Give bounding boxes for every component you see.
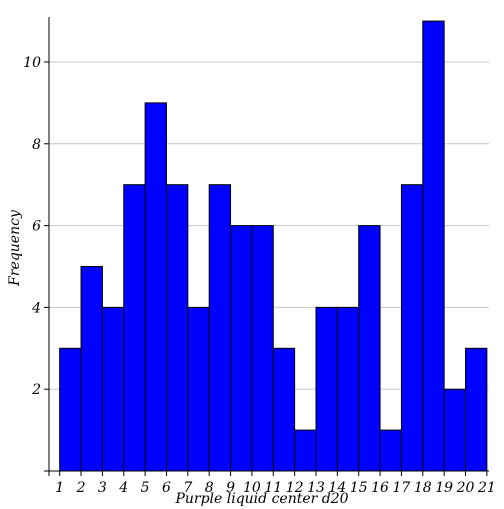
x-tick-label-3: 3: [98, 480, 107, 496]
x-tick-label-8: 8: [205, 480, 214, 496]
x-tick-label-18: 18: [414, 480, 432, 496]
x-axis-title: Purple liquid center d20: [174, 491, 348, 507]
y-axis-ticks: 2 4 6 8 10: [23, 55, 49, 472]
bar-6: [165, 184, 189, 472]
bar-3: [101, 306, 125, 472]
x-tick-label-10: 10: [243, 480, 261, 496]
bar-8: [208, 184, 232, 472]
bar-9: [230, 225, 253, 472]
y-tick-label-8: 8: [32, 137, 41, 153]
bar-16: [379, 429, 402, 472]
x-tick-label-11: 11: [264, 480, 282, 496]
x-tick-label-20: 20: [456, 480, 475, 496]
x-tick-label-13: 13: [307, 480, 325, 496]
bar-4: [123, 184, 146, 472]
bar-10: [251, 225, 274, 472]
bar-11: [272, 347, 296, 472]
bar-14: [336, 306, 360, 472]
y-tick-label-10: 10: [23, 55, 41, 71]
bar-15: [358, 225, 381, 472]
bar-1: [59, 347, 82, 472]
x-tick-label-16: 16: [371, 480, 389, 496]
bar-2: [80, 265, 103, 472]
x-tick-label-15: 15: [350, 480, 368, 496]
y-tick-label-6: 6: [32, 219, 41, 235]
x-tick-label-12: 12: [286, 480, 304, 496]
x-tick-label-5: 5: [141, 480, 150, 496]
y-axis-title: Frequency: [7, 209, 23, 287]
bar-7: [187, 306, 210, 472]
bar-19: [443, 388, 467, 472]
y-tick-label-4: 4: [31, 300, 41, 316]
bar-5: [144, 102, 167, 472]
y-tick-label-2: 2: [31, 382, 41, 398]
bar-13: [315, 306, 338, 472]
x-axis-ticks: 1 2 3 4 5 6 7 8 9 10 11 12 13 14 15 16 17 18 19 20 21: [48, 471, 496, 496]
x-tick-label-19: 19: [435, 480, 453, 496]
bar-20: [465, 347, 488, 472]
axes: [48, 17, 489, 472]
x-tick-label-9: 9: [226, 480, 235, 496]
bar-17: [400, 184, 424, 472]
x-tick-label-17: 17: [393, 480, 411, 496]
x-tick-label-21: 21: [477, 480, 496, 496]
x-tick-label-14: 14: [328, 480, 346, 496]
x-tick-label-2: 2: [76, 480, 86, 496]
bar-18: [422, 20, 445, 472]
x-tick-label-7: 7: [183, 480, 192, 496]
x-tick-label-6: 6: [162, 480, 171, 496]
bar-12: [294, 429, 317, 472]
histogram-bars: [59, 20, 488, 472]
x-tick-label-4: 4: [118, 480, 128, 496]
x-tick-label-1: 1: [55, 480, 64, 496]
